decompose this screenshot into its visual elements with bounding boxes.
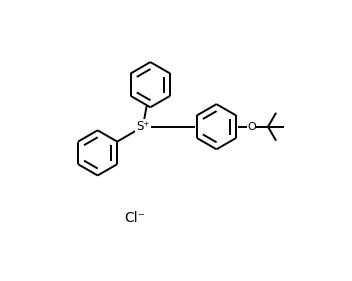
Text: S⁺: S⁺: [136, 120, 150, 133]
Text: O: O: [247, 122, 256, 132]
Text: Cl⁻: Cl⁻: [124, 211, 145, 225]
